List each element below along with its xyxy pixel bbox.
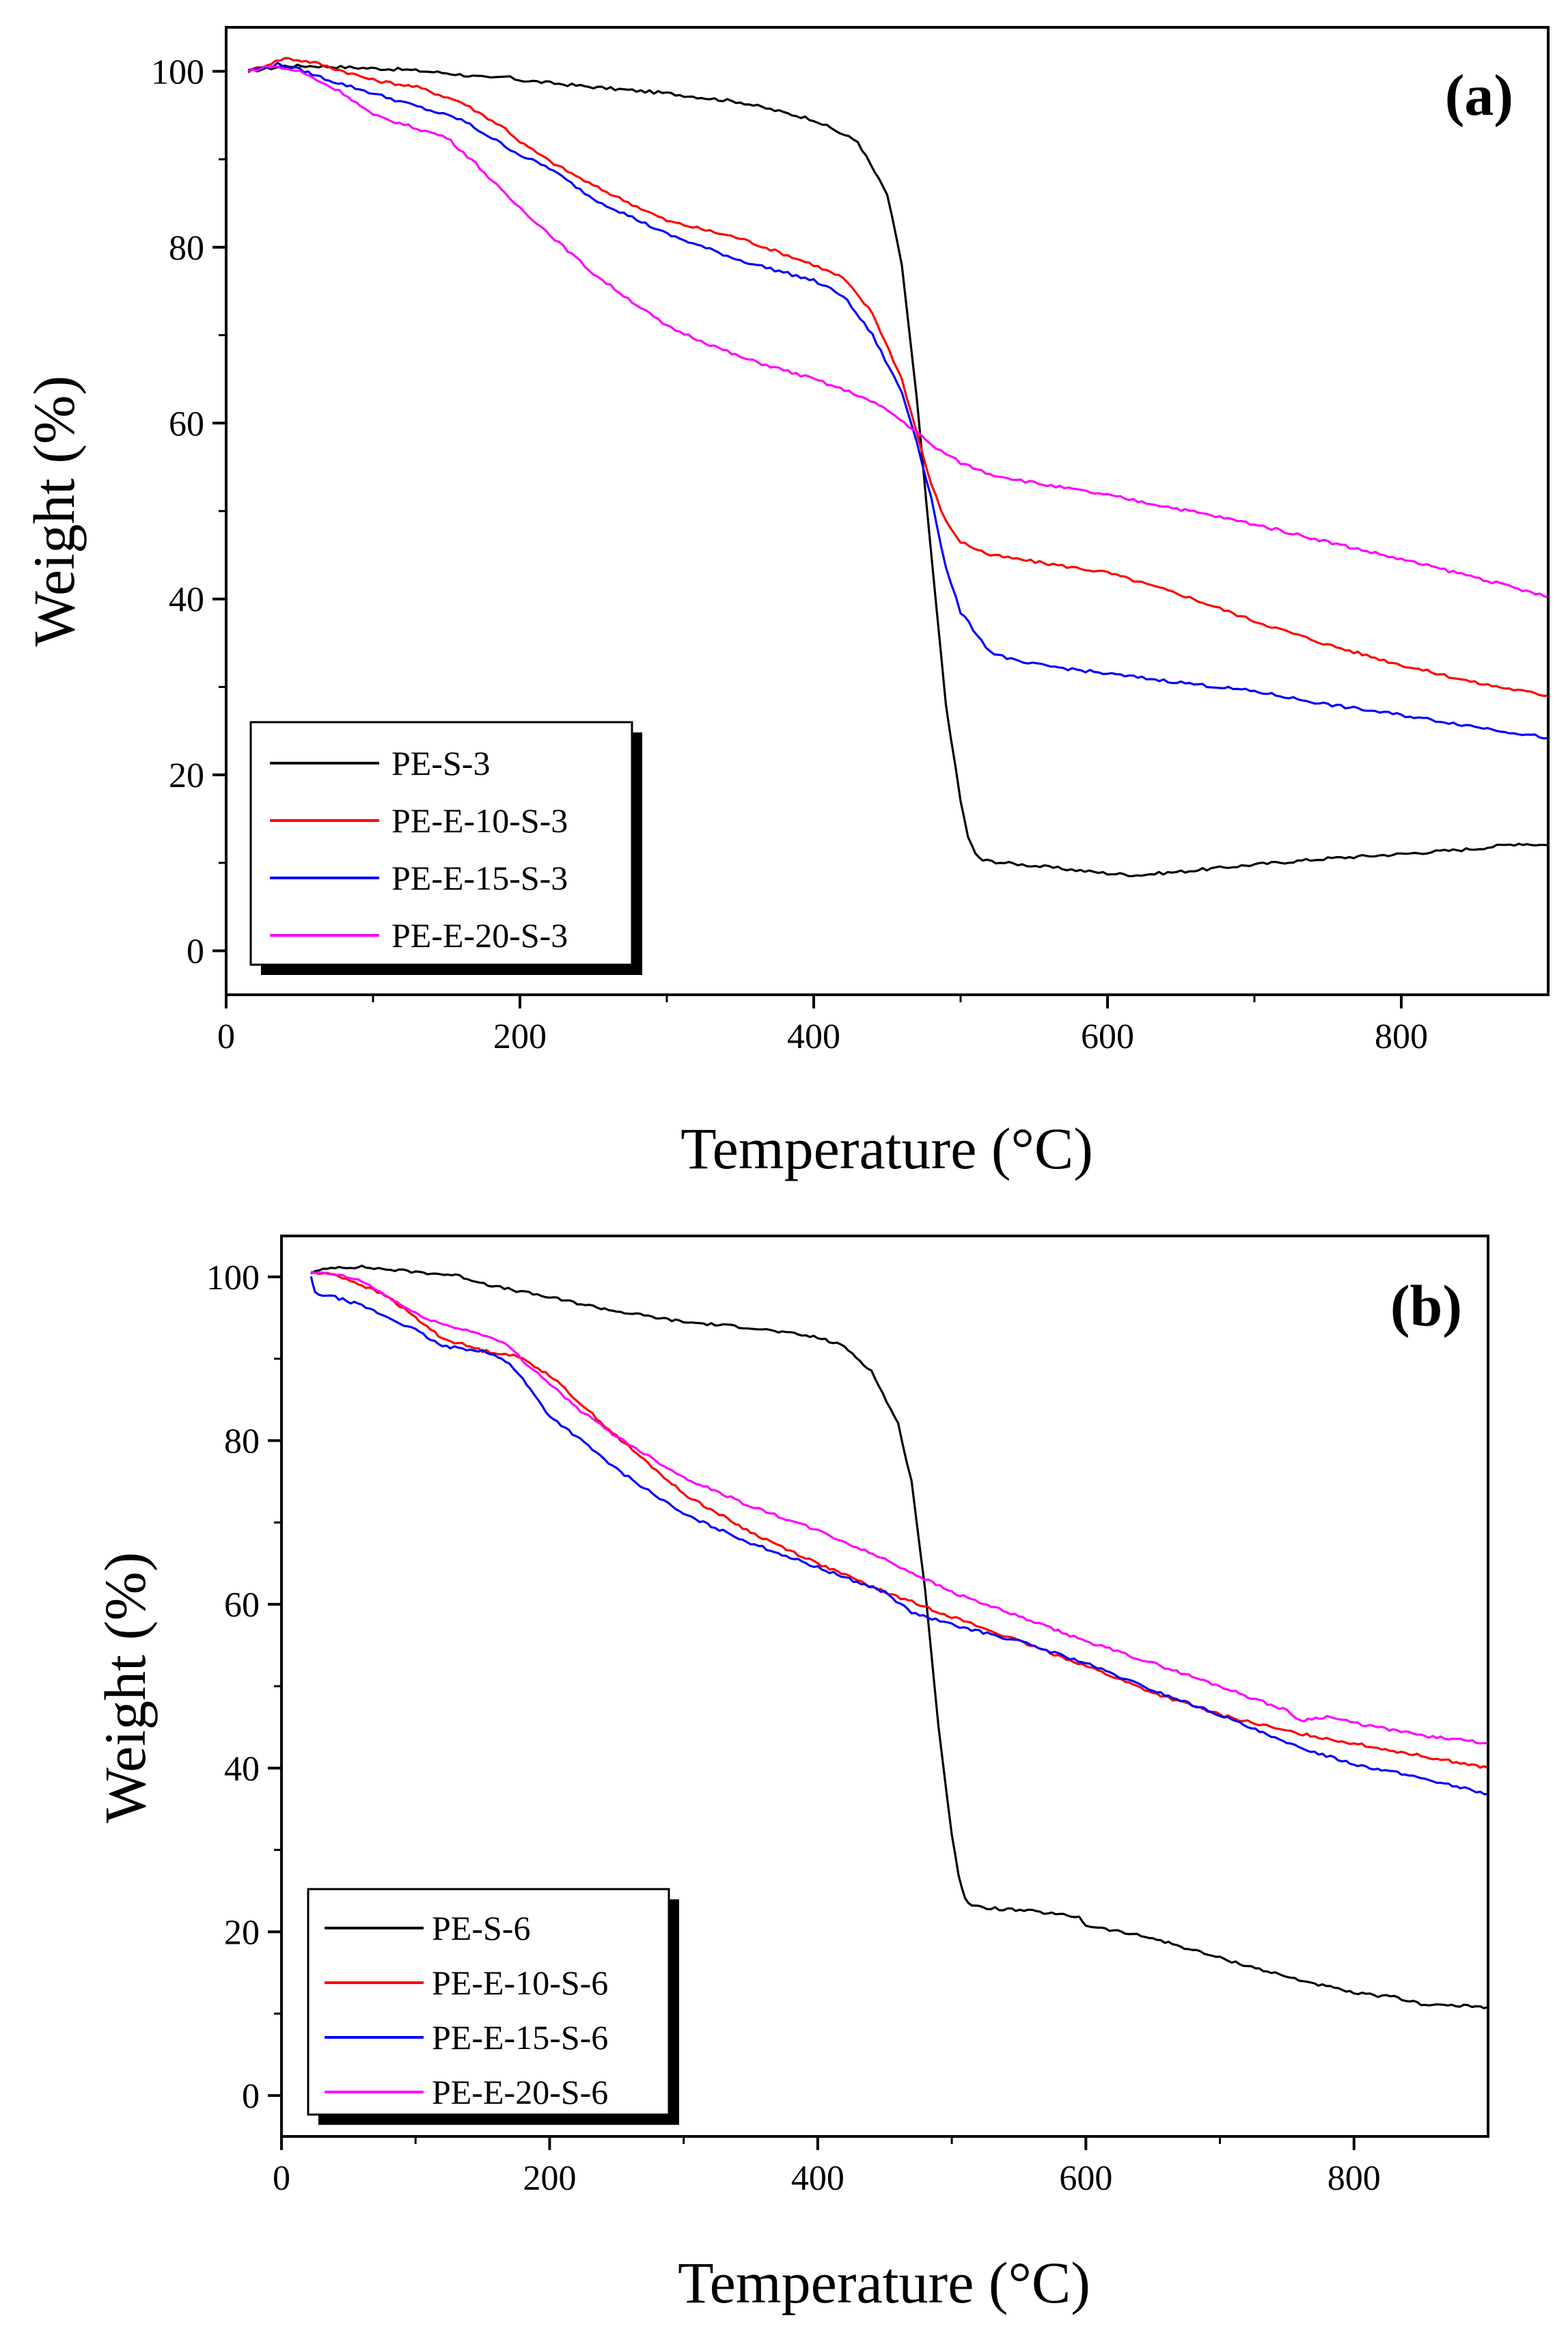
y-axis-title-a: Weight (%) [21,376,87,647]
series-line-pe-e-10-s-3 [247,57,1549,698]
panel-label-b: (b) [1390,1273,1462,1338]
x-tick-label: 0 [217,1017,235,1056]
axis-layer-b: 0 200 400 600 800 0 20 40 60 80 100 [206,1258,1381,2198]
legend-a: PE-S-3 PE-E-10-S-3 PE-E-15-S-3 PE-E-20-S-3 [249,721,642,975]
series-layer-b [310,1265,1489,2009]
series-line-pe-e-20-s-6 [310,1270,1489,1745]
y-tick-label: 20 [224,1913,260,1952]
x-tick-label: 600 [1059,2159,1112,2198]
x-tick-label: 200 [493,1017,547,1056]
chart-panel-b: 0 200 400 600 800 0 20 40 60 80 100 (b) Temperatur… [92,1235,1489,2315]
legend-entries-b: PE-S-6 PE-E-10-S-6 PE-E-15-S-6 PE-E-20-S-6 [325,1909,608,2111]
x-tick-label: 200 [523,2159,576,2198]
chart-panel-a: 0 200 400 600 800 0 20 40 60 80 100 (a) Temperatur… [21,26,1550,1181]
y-tick-label: 80 [169,229,204,268]
y-tick-label: 40 [169,581,204,620]
series-line-pe-e-10-s-6 [310,1271,1489,1770]
legend-label: PE-E-10-S-6 [432,1964,608,2002]
legend-label: PE-S-6 [432,1909,530,1947]
y-axis-title-b: Weight (%) [92,1552,158,1824]
axis-layer-a: 0 200 400 600 800 0 20 40 60 80 100 [151,53,1428,1056]
series-line-pe-e-20-s-3 [247,64,1549,599]
y-tick-label: 100 [151,53,204,92]
legend-entries-a: PE-S-3 PE-E-10-S-3 PE-E-15-S-3 PE-E-20-S-3 [270,744,568,954]
series-line-pe-e-15-s-6 [310,1276,1489,1796]
x-tick-label: 800 [1375,1017,1428,1056]
series-line-pe-e-15-s-3 [247,61,1549,740]
y-tick-label: 100 [206,1258,260,1297]
x-tick-label: 600 [1081,1017,1134,1056]
y-tick-label: 20 [169,756,204,795]
series-layer-a [247,57,1549,877]
x-tick-label: 0 [273,2159,290,2198]
legend-label: PE-S-3 [391,744,490,782]
x-tick-label: 400 [791,2159,844,2198]
y-tick-label: 40 [224,1750,260,1789]
panel-label-a: (a) [1445,62,1513,128]
series-line-pe-s-3 [248,64,1549,877]
legend-b: PE-S-6 PE-E-10-S-6 PE-E-15-S-6 PE-E-20-S-6 [307,1888,679,2125]
y-tick-label: 80 [224,1422,260,1461]
legend-label: PE-E-20-S-6 [432,2073,608,2111]
series-line-pe-s-6 [310,1265,1489,2009]
x-axis-title-b: Temperature (°C) [678,2250,1090,2315]
x-axis-title-a: Temperature (°C) [680,1116,1093,1181]
y-tick-label: 60 [224,1586,260,1625]
y-tick-label: 60 [169,404,204,443]
y-tick-label: 0 [187,933,204,972]
legend-label: PE-E-15-S-6 [432,2018,608,2056]
x-tick-label: 800 [1328,2159,1381,2198]
legend-label: PE-E-20-S-3 [391,916,568,954]
y-tick-label: 0 [242,2077,260,2116]
legend-label: PE-E-15-S-3 [391,859,568,897]
legend-label: PE-E-10-S-3 [391,801,568,840]
x-tick-label: 400 [787,1017,840,1056]
